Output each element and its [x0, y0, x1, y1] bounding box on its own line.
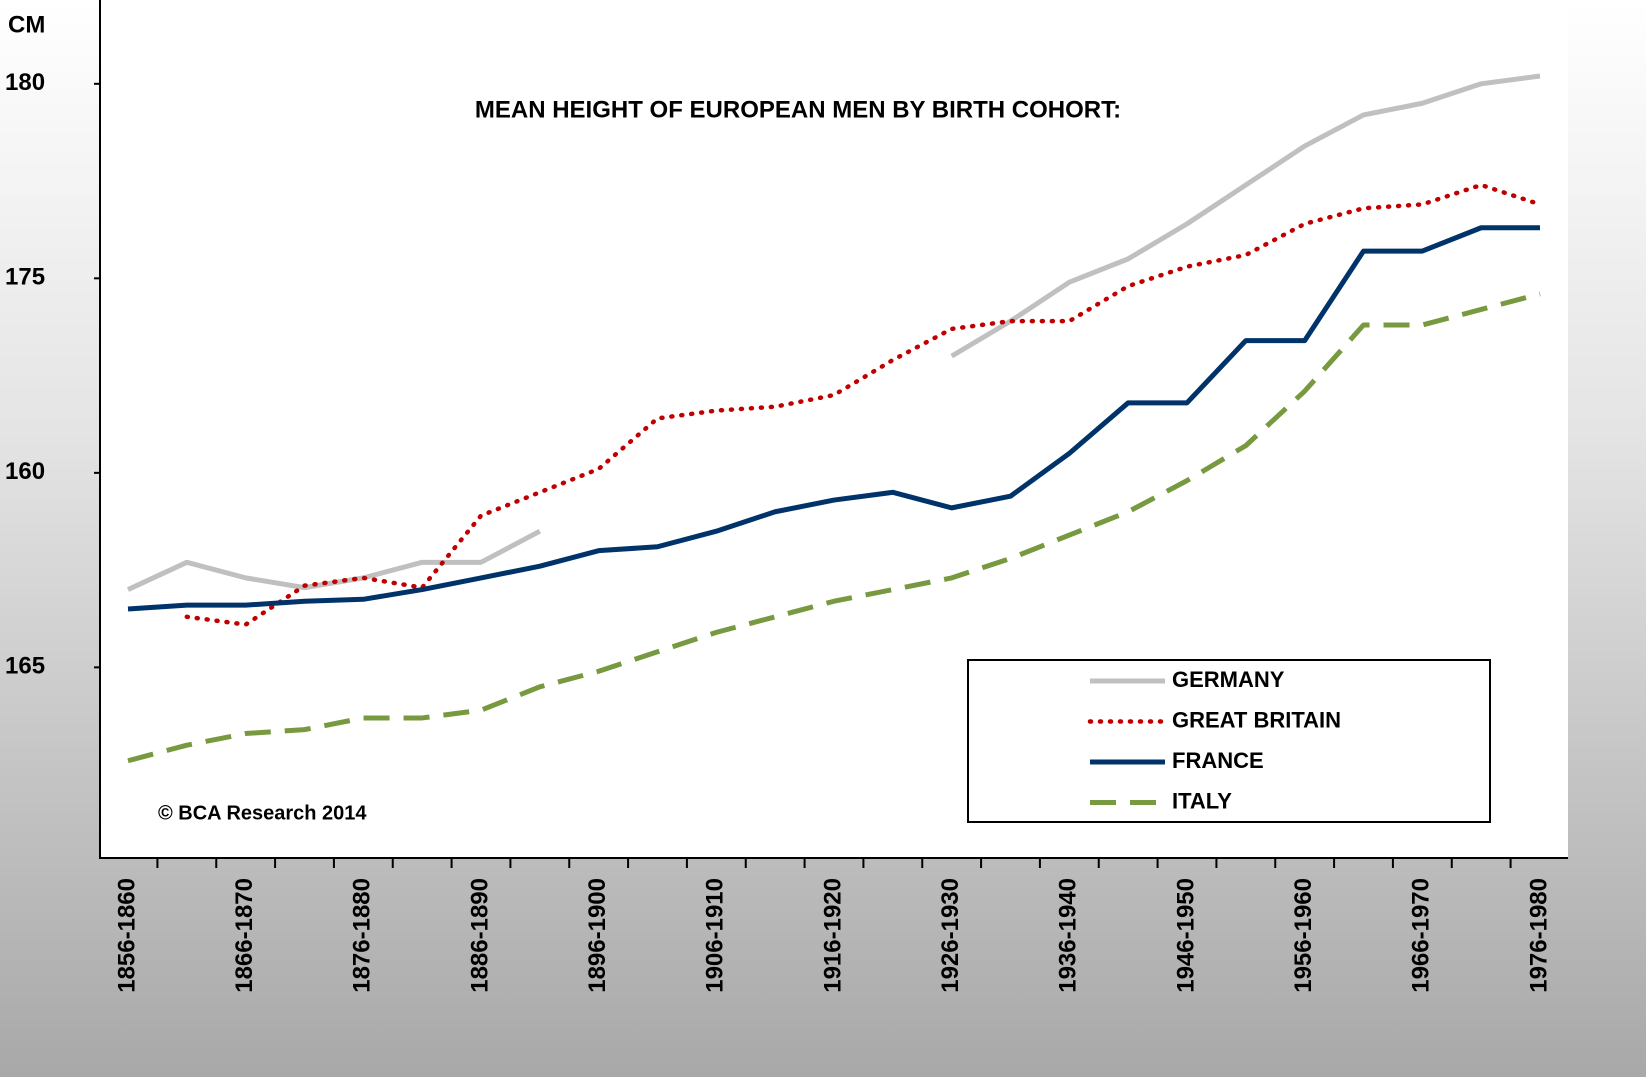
x-tick-label: 1976-1980: [1525, 878, 1552, 993]
x-tick-label: 1966-1970: [1408, 878, 1435, 993]
y-tick-label: 180: [5, 69, 45, 96]
legend-label: GERMANY: [1172, 667, 1285, 692]
x-tick-label: 1936-1940: [1055, 878, 1082, 993]
series-line: [184, 182, 1543, 627]
y-tick-label: 160: [5, 458, 45, 485]
x-tick-label: 1896-1900: [584, 878, 611, 993]
x-tick-label: 1876-1880: [349, 878, 376, 993]
x-tick-label: 1866-1870: [231, 878, 258, 993]
series-line: [127, 225, 1540, 612]
legend-box: [967, 659, 1491, 823]
y-tick-label: 165: [5, 653, 45, 680]
chart-title: MEAN HEIGHT OF EUROPEAN MEN BY BIRTH COH…: [475, 96, 1121, 123]
y-axis-label: CM: [8, 11, 45, 38]
annotation: © BCA Research 2014: [158, 802, 367, 824]
x-tick-label: 1916-1920: [819, 878, 846, 993]
y-tick-label: 175: [5, 264, 45, 291]
legend-label: FRANCE: [1172, 748, 1264, 773]
x-tick-label: 1886-1890: [466, 878, 493, 993]
x-tick-label: 1946-1950: [1172, 878, 1199, 993]
x-tick-label: 1856-1860: [113, 878, 140, 993]
series-line: [127, 291, 1541, 764]
x-tick-label: 1926-1930: [937, 878, 964, 993]
legend-label: GREAT BRITAIN: [1172, 707, 1341, 732]
x-tick-label: 1956-1960: [1290, 878, 1317, 993]
legend-label: ITALY: [1172, 788, 1232, 813]
x-tick-label: 1906-1910: [702, 878, 729, 993]
